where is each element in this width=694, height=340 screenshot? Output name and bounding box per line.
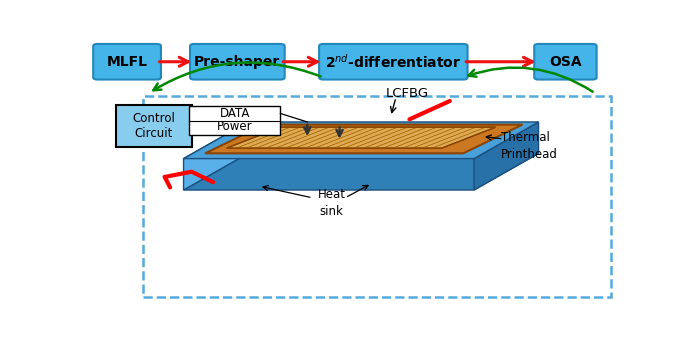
FancyBboxPatch shape xyxy=(319,44,468,80)
FancyBboxPatch shape xyxy=(117,105,192,147)
FancyBboxPatch shape xyxy=(189,106,280,135)
FancyBboxPatch shape xyxy=(143,96,611,298)
Text: Thermal
Printhead: Thermal Printhead xyxy=(501,131,558,160)
Text: OSA: OSA xyxy=(549,55,582,69)
Polygon shape xyxy=(205,124,523,153)
Text: Pre-shaper: Pre-shaper xyxy=(194,55,280,69)
Text: DATA: DATA xyxy=(219,107,250,120)
Polygon shape xyxy=(226,127,496,148)
Polygon shape xyxy=(474,122,539,190)
Text: LCFBG: LCFBG xyxy=(385,87,428,100)
Text: Heat
sink: Heat sink xyxy=(317,188,346,218)
FancyBboxPatch shape xyxy=(93,44,161,80)
FancyBboxPatch shape xyxy=(534,44,597,80)
Text: Control
Circuit: Control Circuit xyxy=(133,112,176,140)
Text: MLFL: MLFL xyxy=(107,55,148,69)
FancyBboxPatch shape xyxy=(190,44,285,80)
Polygon shape xyxy=(183,122,539,158)
Text: Power: Power xyxy=(217,120,253,134)
Polygon shape xyxy=(183,122,248,190)
Polygon shape xyxy=(183,153,539,190)
Text: 2$^{nd}$-differentiator: 2$^{nd}$-differentiator xyxy=(325,53,462,71)
